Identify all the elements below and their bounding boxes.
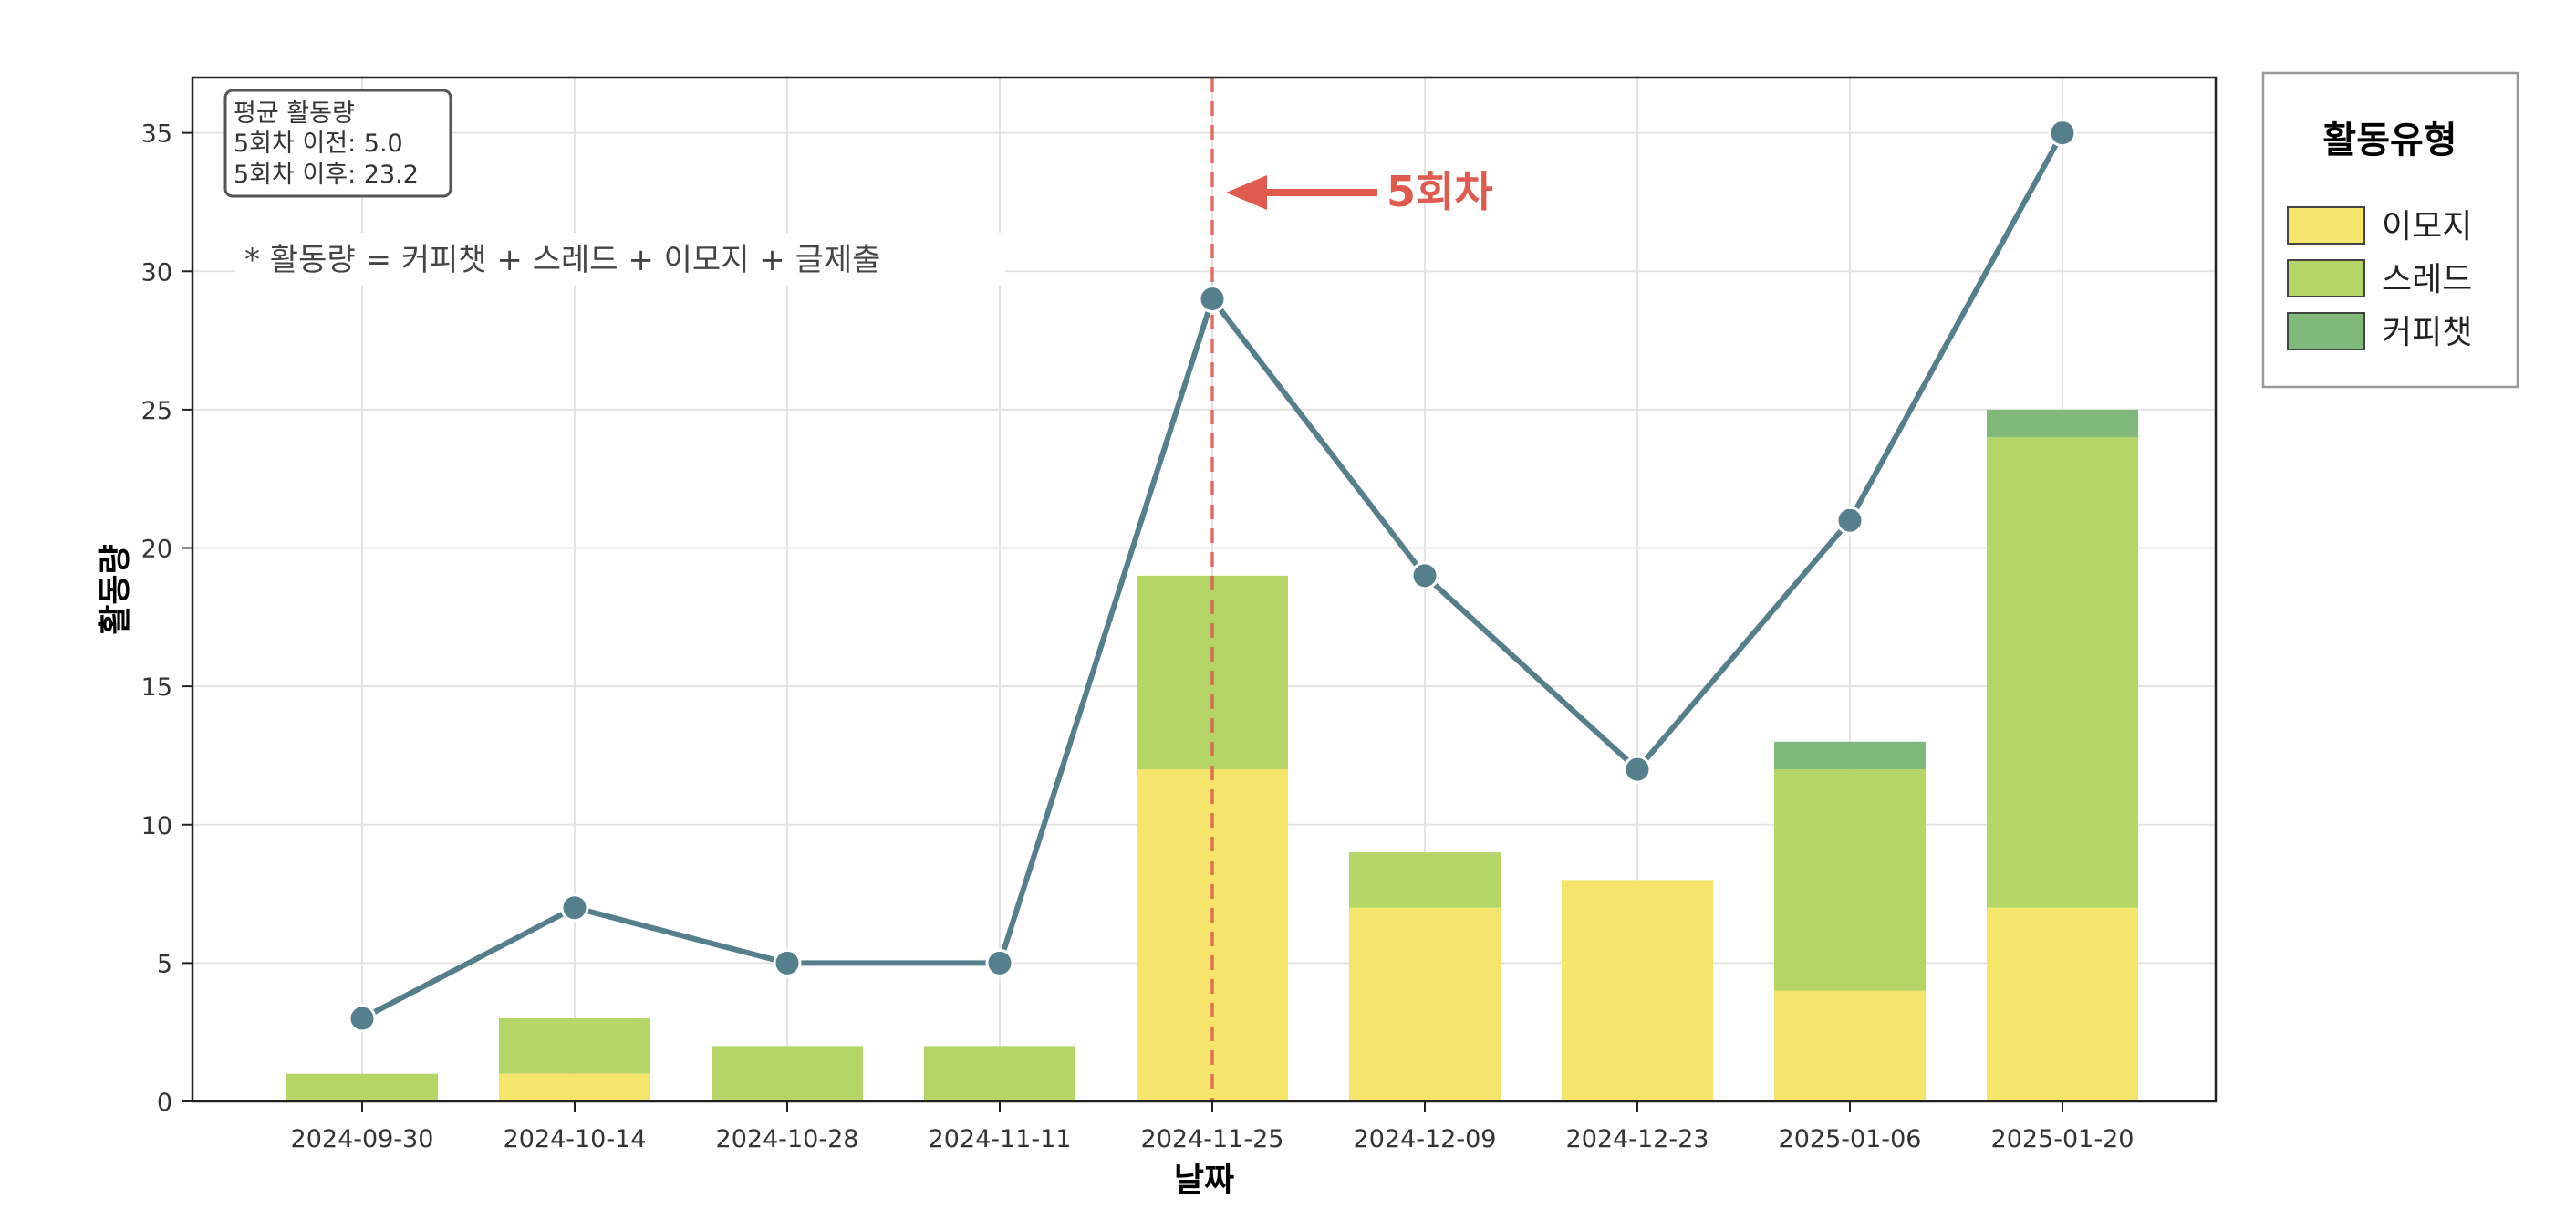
y-tick-label: 30 <box>141 258 172 287</box>
legend-swatch-coffeechat <box>2287 312 2365 350</box>
annotation-arrow <box>1226 175 1377 210</box>
legend-label-coffeechat: 커피챗 <box>2382 314 2472 351</box>
annotation-label: 5회차 <box>1387 167 1493 216</box>
formula-note: * 활동량 = 커피챗 + 스레드 + 이모지 + 글제출 <box>244 242 880 278</box>
bar-segment-thread <box>1349 852 1501 908</box>
total-activity-point <box>1198 285 1227 314</box>
bar-segment-thread <box>286 1073 438 1101</box>
total-activity-point <box>1410 561 1439 590</box>
y-tick-label: 10 <box>141 812 172 840</box>
average-box <box>223 89 452 198</box>
legend: 활동유형 이모지 스레드 커피챗 <box>2261 71 2519 389</box>
x-tick-label: 2024-12-23 <box>1566 1125 1709 1153</box>
x-tick-label: 2024-11-25 <box>1141 1125 1284 1153</box>
y-axis-label: 활동량 <box>97 544 134 634</box>
line-layer <box>348 119 2077 1033</box>
bar-segment-thread <box>1987 437 2138 908</box>
x-tick-label: 2025-01-20 <box>1991 1125 2135 1153</box>
y-tick-label: 35 <box>141 120 172 149</box>
legend-swatch-emoji <box>2287 206 2365 245</box>
y-tick-label: 0 <box>157 1089 172 1117</box>
average-before: 5회차 이전: 5.0 <box>234 130 403 158</box>
total-activity-point <box>1623 755 1652 784</box>
total-activity-point <box>1835 506 1864 535</box>
y-tick-label: 5 <box>157 950 172 978</box>
x-axis-label: 날짜 <box>1174 1162 1234 1199</box>
x-tick-label: 2025-01-06 <box>1779 1125 1922 1153</box>
total-activity-point <box>560 893 589 923</box>
x-tick-label: 2024-12-09 <box>1354 1125 1497 1153</box>
y-tick-label: 25 <box>141 397 172 425</box>
bar-segment-coffeechat <box>1987 409 2138 438</box>
total-activity-point <box>985 948 1014 977</box>
average-after: 5회차 이후: 23.2 <box>234 161 419 189</box>
bar-segment-thread <box>499 1018 650 1074</box>
y-tick-label: 20 <box>141 536 172 564</box>
bar-segment-emoji <box>499 1073 650 1101</box>
average-box-title: 평균 활동량 <box>234 99 355 128</box>
bar-layer <box>286 409 2138 1101</box>
bar-segment-emoji <box>1987 907 2138 1101</box>
bar-segment-coffeechat <box>1774 741 1926 770</box>
bar-segment-emoji <box>1349 907 1501 1101</box>
legend-swatch-thread <box>2287 259 2365 297</box>
total-activity-point <box>773 948 802 977</box>
bar-segment-thread <box>712 1046 863 1101</box>
bar-segment-emoji <box>1774 990 1926 1101</box>
x-tick-label: 2024-10-14 <box>504 1125 647 1153</box>
formula-note-background <box>235 233 1005 286</box>
x-tick-label: 2024-09-30 <box>291 1125 434 1153</box>
bar-segment-thread <box>924 1046 1075 1101</box>
total-activity-point <box>348 1004 377 1033</box>
bar-segment-thread <box>1774 769 1926 991</box>
total-activity-point <box>2048 119 2077 148</box>
legend-label-emoji: 이모지 <box>2382 208 2472 245</box>
axis-layer: 0 5 10 15 20 25 30 35 2024-09-30 2024-10-14 2024-1… <box>141 120 2135 1153</box>
x-tick-label: 2024-10-28 <box>716 1125 859 1153</box>
x-tick-label: 2024-11-11 <box>929 1125 1072 1153</box>
bar-segment-emoji <box>1562 880 1713 1101</box>
legend-label-thread: 스레드 <box>2382 261 2472 298</box>
y-tick-label: 15 <box>141 673 172 702</box>
legend-title: 활동유형 <box>2322 120 2457 162</box>
plot-frame <box>191 76 2218 1103</box>
